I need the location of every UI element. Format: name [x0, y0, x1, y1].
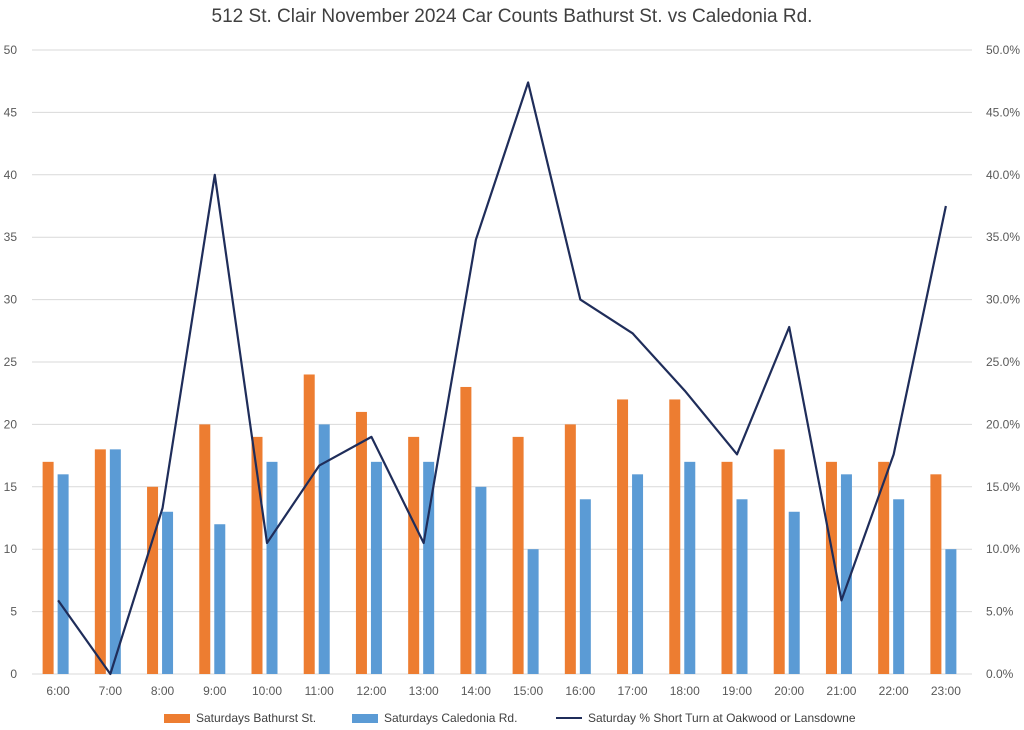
bar-caledonia — [736, 499, 748, 674]
line-series — [57, 81, 947, 676]
bar-caledonia — [788, 511, 800, 674]
y-tick-label: 25 — [4, 355, 18, 369]
bar-bathurst — [512, 436, 524, 674]
y2-tick-label: 25.0% — [986, 355, 1020, 369]
y-tick-label: 30 — [4, 293, 18, 307]
y2-tick-label: 5.0% — [986, 605, 1014, 619]
y2-tick-label: 20.0% — [986, 417, 1020, 431]
gridlines — [32, 49, 972, 675]
bar-bathurst — [721, 461, 733, 674]
bar-caledonia — [527, 549, 539, 674]
bar-bathurst — [303, 374, 315, 674]
bar-caledonia — [423, 461, 435, 674]
y-tick-label: 0 — [10, 667, 17, 681]
y2-tick-label: 45.0% — [986, 105, 1020, 119]
x-tick-label: 21:00 — [826, 684, 856, 698]
x-tick-label: 8:00 — [151, 684, 175, 698]
bar-caledonia — [370, 461, 382, 674]
x-tick-label: 11:00 — [305, 684, 334, 698]
legend-label-short-turn: Saturday % Short Turn at Oakwood or Lans… — [588, 711, 856, 725]
y2-tick-label: 40.0% — [986, 168, 1020, 182]
x-tick-label: 7:00 — [99, 684, 123, 698]
x-tick-label: 17:00 — [618, 684, 648, 698]
x-tick-label: 15:00 — [513, 684, 543, 698]
bar-caledonia — [214, 524, 226, 674]
y-tick-label: 5 — [10, 605, 17, 619]
bar-caledonia — [318, 424, 330, 674]
legend-swatch-short-turn — [556, 717, 582, 719]
bar-caledonia — [266, 461, 278, 674]
bar-bathurst — [199, 424, 211, 674]
bar-caledonia — [684, 461, 696, 674]
x-tick-label: 12:00 — [356, 684, 386, 698]
bar-bathurst — [251, 436, 263, 674]
legend-item-short-turn: Saturday % Short Turn at Oakwood or Lans… — [556, 711, 856, 725]
legend-label-caledonia: Saturdays Caledonia Rd. — [384, 711, 518, 725]
y2-tick-label: 10.0% — [986, 542, 1020, 556]
legend-swatch-caledonia — [352, 713, 378, 723]
x-tick-label: 14:00 — [461, 684, 491, 698]
y-axis-left: 0 5 10 15 20 25 30 35 40 45 50 — [4, 43, 18, 681]
y-tick-label: 35 — [4, 230, 18, 244]
x-tick-label: 22:00 — [879, 684, 909, 698]
x-tick-label: 9:00 — [203, 684, 227, 698]
y-tick-label: 20 — [4, 417, 18, 431]
bar-caledonia — [840, 474, 852, 674]
bar-caledonia — [57, 474, 69, 674]
y-tick-label: 45 — [4, 105, 18, 119]
y2-tick-label: 15.0% — [986, 480, 1020, 494]
y2-tick-label: 30.0% — [986, 293, 1020, 307]
y-tick-label: 40 — [4, 168, 18, 182]
legend-item-caledonia: Saturdays Caledonia Rd. — [352, 711, 517, 725]
y-tick-label: 50 — [4, 43, 18, 57]
bar-caledonia — [475, 486, 487, 674]
x-tick-label: 19:00 — [722, 684, 752, 698]
x-tick-label: 10:00 — [252, 684, 282, 698]
x-axis: 6:00 7:00 8:00 9:00 10:00 11:00 12:00 13:00 14:0… — [46, 684, 961, 698]
bar-bathurst — [669, 399, 681, 674]
chart-legend: Saturdays Bathurst St. Saturdays Caledon… — [0, 711, 1024, 729]
bar-caledonia — [579, 499, 591, 674]
bar-caledonia — [162, 511, 174, 674]
x-tick-label: 16:00 — [565, 684, 595, 698]
bar-bathurst — [94, 449, 106, 674]
legend-swatch-bathurst — [164, 713, 190, 723]
legend-item-bathurst: Saturdays Bathurst St. — [164, 711, 316, 725]
bar-bathurst — [930, 474, 942, 674]
bar-bathurst — [773, 449, 785, 674]
bar-caledonia — [632, 474, 644, 674]
bar-bathurst — [42, 461, 54, 674]
legend-label-bathurst: Saturdays Bathurst St. — [196, 711, 317, 725]
bar-bathurst — [408, 436, 420, 674]
bar-caledonia — [109, 449, 121, 674]
y-axis-right: 0.0% 5.0% 10.0% 15.0% 20.0% 25.0% 30.0% 35.0% 40… — [986, 43, 1020, 681]
bar-bathurst — [355, 411, 367, 674]
y-tick-label: 15 — [4, 480, 18, 494]
x-tick-label: 18:00 — [670, 684, 700, 698]
y2-tick-label: 50.0% — [986, 43, 1020, 57]
bar-bathurst — [617, 399, 629, 674]
x-tick-label: 20:00 — [774, 684, 804, 698]
y-tick-label: 10 — [4, 542, 18, 556]
bar-bathurst — [825, 461, 837, 674]
bar-bathurst — [460, 386, 472, 674]
x-tick-label: 13:00 — [409, 684, 439, 698]
bar-bathurst — [147, 486, 159, 674]
bar-caledonia — [893, 499, 905, 674]
chart-title: 512 St. Clair November 2024 Car Counts B… — [211, 6, 813, 27]
y2-tick-label: 0.0% — [986, 667, 1014, 681]
x-tick-label: 6:00 — [46, 684, 70, 698]
bar-bathurst — [564, 424, 576, 674]
y2-tick-label: 35.0% — [986, 230, 1020, 244]
line-short-turn — [57, 81, 947, 676]
bar-caledonia — [945, 549, 957, 674]
bar-series — [42, 374, 957, 674]
x-tick-label: 23:00 — [931, 684, 961, 698]
bar-bathurst — [878, 461, 890, 674]
